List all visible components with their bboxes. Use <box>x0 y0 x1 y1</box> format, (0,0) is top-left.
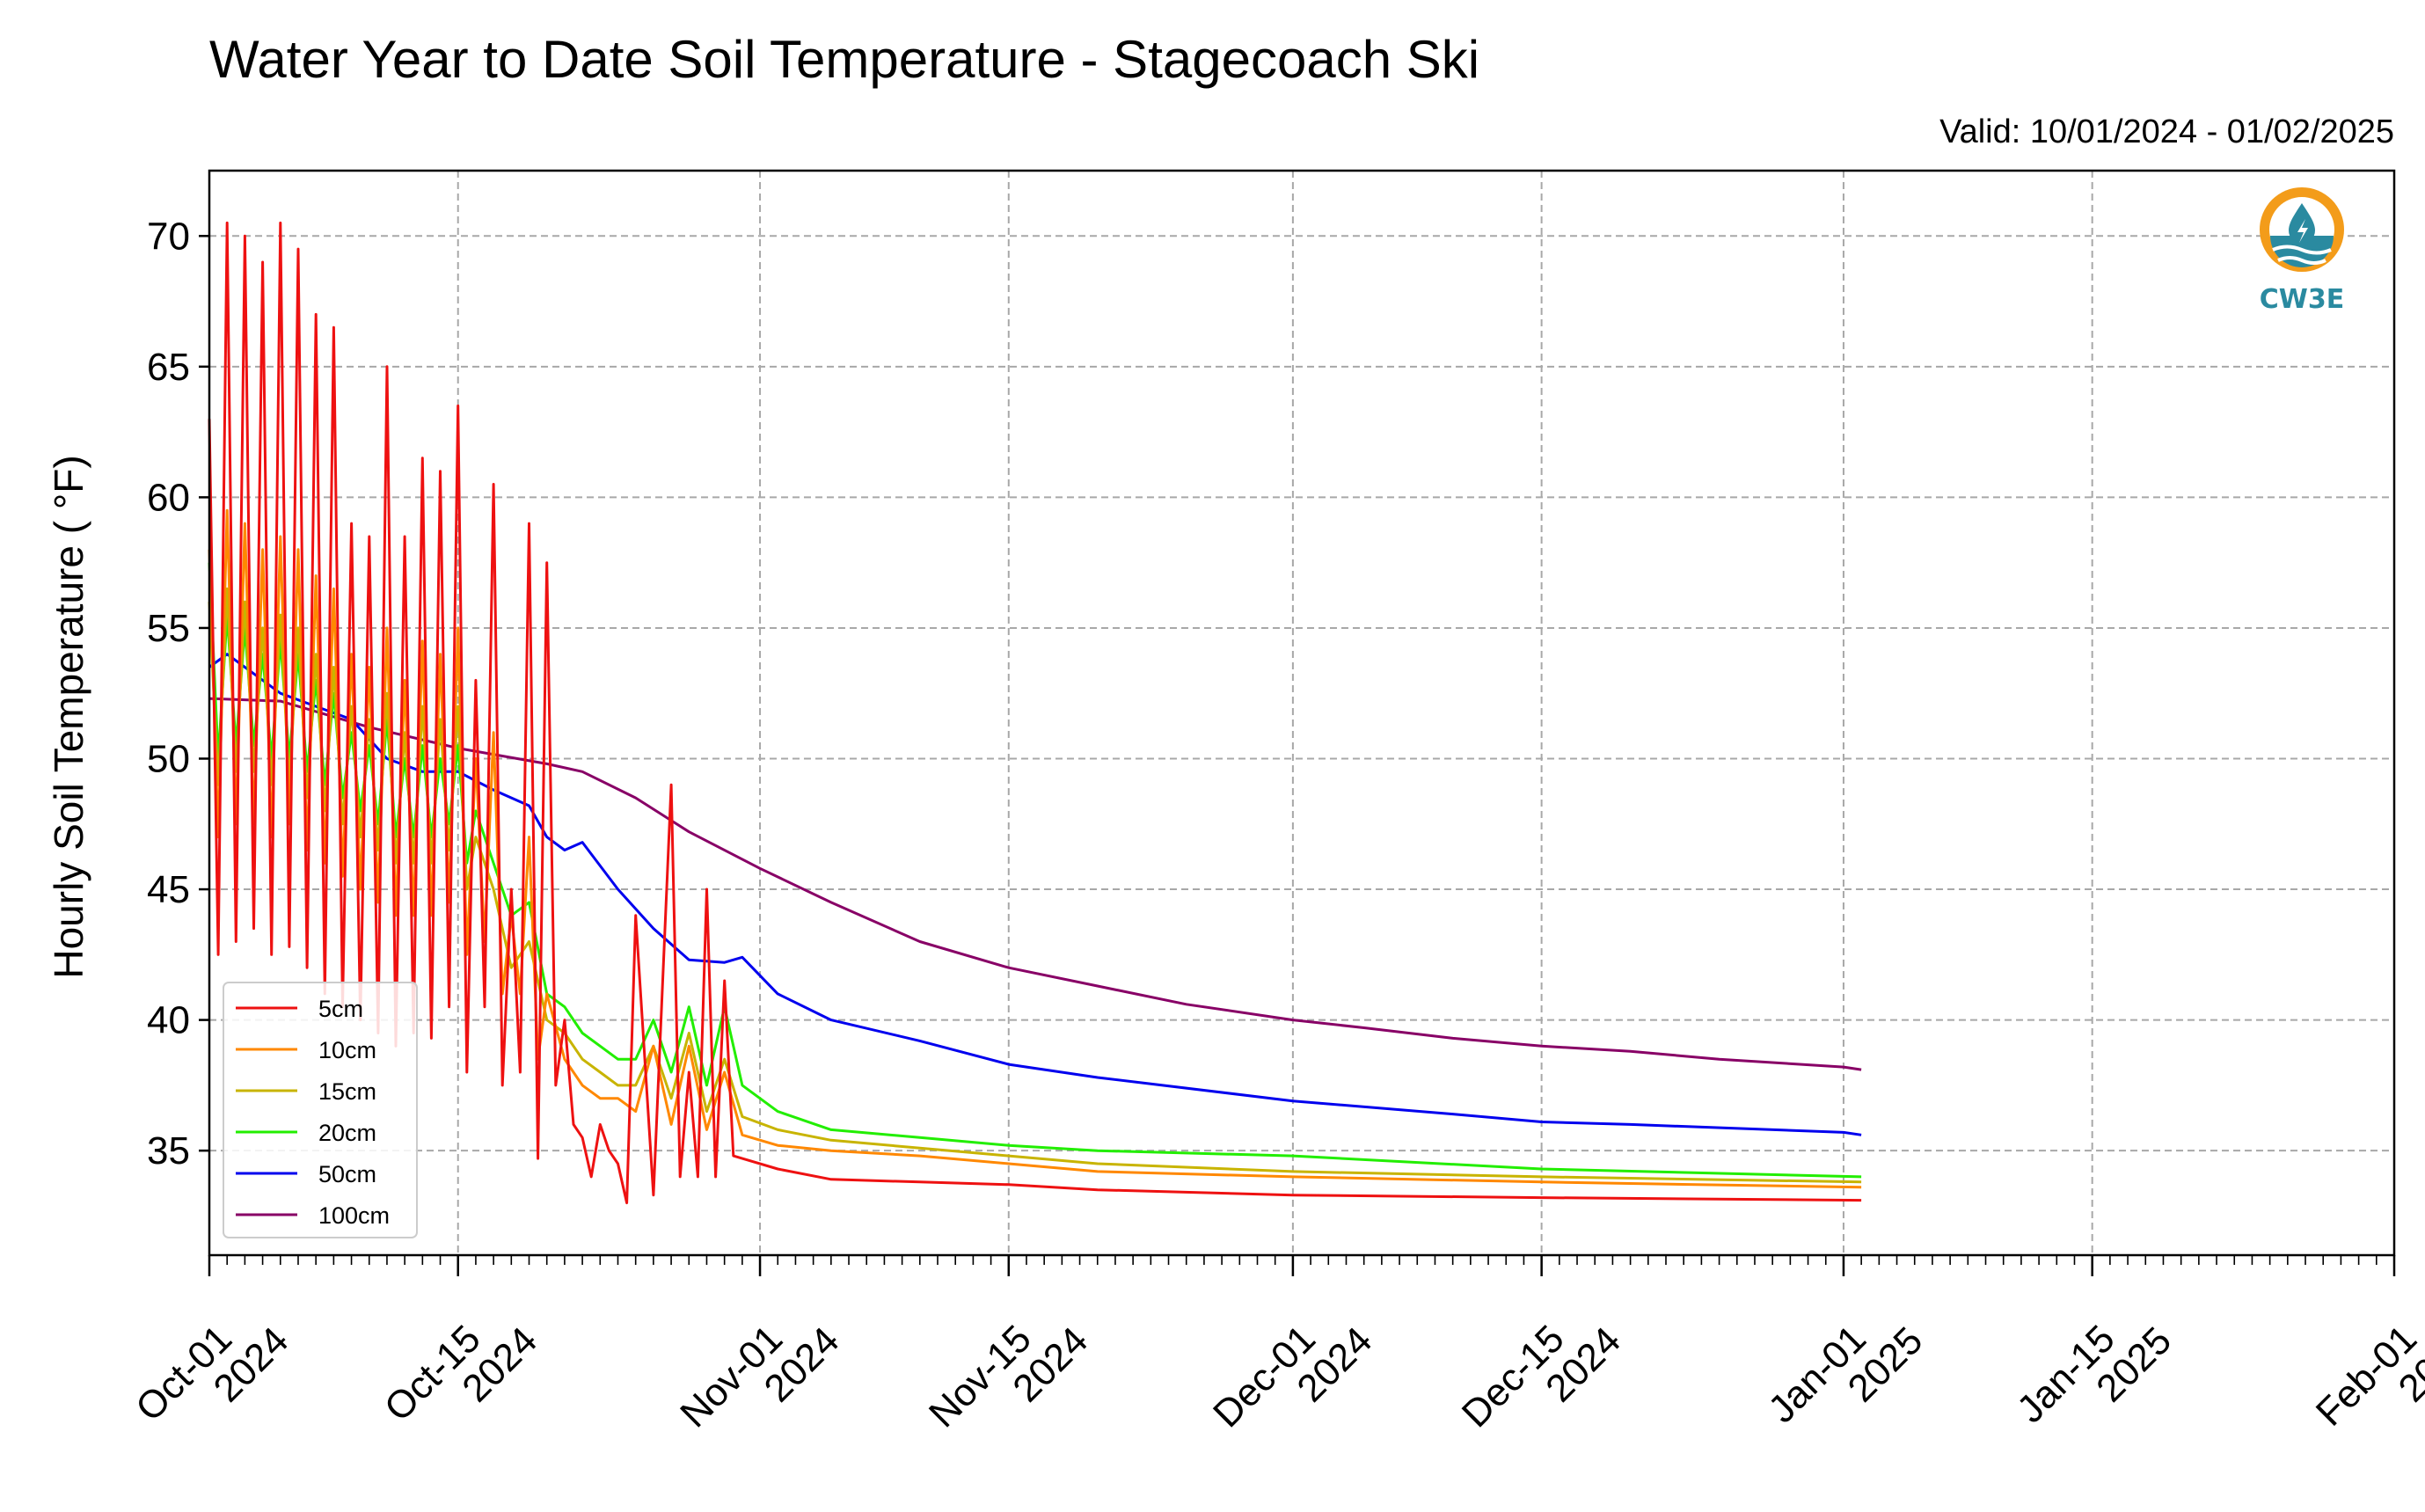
plot-frame <box>208 169 2396 1257</box>
legend-label: 10cm <box>318 1037 376 1063</box>
y-tick-label: 40 <box>147 999 190 1042</box>
y-tick-label: 45 <box>147 868 190 911</box>
legend: 5cm 10cm 15cm 20cm 50cm 100cm <box>223 982 418 1238</box>
cw3e-logo-text: CW3E <box>2260 284 2344 315</box>
series-line-50cm <box>208 653 1862 1136</box>
legend-label: 100cm <box>318 1202 390 1229</box>
y-tick-label: 65 <box>147 346 190 389</box>
y-tick-label: 50 <box>147 737 190 780</box>
chart-title: Water Year to Date Soil Temperature - St… <box>209 30 1479 89</box>
legend-label: 5cm <box>318 996 363 1022</box>
legend-label: 20cm <box>318 1120 376 1146</box>
chart-subtitle: Valid: 10/01/2024 - 01/02/2025 <box>1939 113 2394 150</box>
axes <box>208 169 2396 1257</box>
y-tick-label: 55 <box>147 607 190 650</box>
series-line-5cm <box>208 221 1862 1205</box>
y-axis-ticks: 35 40 45 50 55 60 65 70 <box>147 215 209 1172</box>
cw3e-logo: CW3E <box>2260 187 2344 315</box>
cw3e-logo-icon <box>2260 187 2344 272</box>
y-tick-label: 60 <box>147 476 190 519</box>
legend-label: 15cm <box>318 1078 376 1105</box>
y-axis-label: Hourly Soil Temperature ( °F) <box>46 455 91 978</box>
legend-label: 50cm <box>318 1161 376 1187</box>
plot-series <box>208 221 1862 1205</box>
series-line-100cm <box>208 697 1862 1071</box>
y-tick-label: 35 <box>147 1129 190 1172</box>
y-tick-label: 70 <box>147 215 190 258</box>
